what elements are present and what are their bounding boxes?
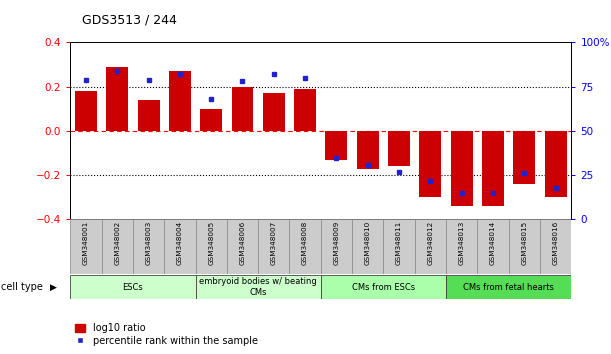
Bar (133, 219, 164, 274)
Bar (477, 219, 509, 274)
Bar (106, 67, 128, 131)
Bar (388, 131, 410, 166)
Text: GSM348015: GSM348015 (521, 221, 527, 266)
Bar (200, 109, 222, 131)
Text: ▶: ▶ (50, 282, 57, 292)
Text: GSM348001: GSM348001 (83, 221, 89, 266)
Bar (482, 131, 504, 206)
Bar (384, 219, 415, 274)
Bar (70, 219, 101, 274)
Text: GSM348013: GSM348013 (459, 221, 465, 266)
Bar (540, 219, 571, 274)
Bar (321, 219, 352, 274)
Text: CMs from fetal hearts: CMs from fetal hearts (463, 282, 554, 292)
Text: GSM348003: GSM348003 (145, 221, 152, 266)
Bar (169, 71, 191, 131)
Text: GSM348007: GSM348007 (271, 221, 277, 266)
Text: GSM348014: GSM348014 (490, 221, 496, 266)
Bar (227, 219, 258, 274)
Text: cell type: cell type (1, 282, 43, 292)
Bar (419, 131, 441, 198)
Bar (75, 91, 97, 131)
Text: embryoid bodies w/ beating
CMs: embryoid bodies w/ beating CMs (199, 278, 317, 297)
Bar (196, 275, 321, 299)
Bar (196, 219, 227, 274)
Text: GSM348008: GSM348008 (302, 221, 308, 266)
Bar (137, 100, 159, 131)
Text: GSM348016: GSM348016 (552, 221, 558, 266)
Text: GSM348005: GSM348005 (208, 221, 214, 266)
Text: CMs from ESCs: CMs from ESCs (352, 282, 415, 292)
Bar (232, 87, 254, 131)
Bar (451, 131, 473, 206)
Bar (290, 219, 321, 274)
Text: GDS3513 / 244: GDS3513 / 244 (82, 13, 177, 27)
Bar (446, 219, 477, 274)
Bar (294, 89, 316, 131)
Text: GSM348012: GSM348012 (427, 221, 433, 266)
Bar (164, 219, 196, 274)
Bar (446, 275, 571, 299)
Bar (509, 219, 540, 274)
Text: GSM348009: GSM348009 (334, 221, 340, 266)
Legend: log10 ratio, percentile rank within the sample: log10 ratio, percentile rank within the … (75, 323, 258, 346)
Text: GSM348011: GSM348011 (396, 221, 402, 266)
Bar (513, 131, 535, 184)
Bar (544, 131, 566, 198)
Text: GSM348002: GSM348002 (114, 221, 120, 266)
Text: GSM348004: GSM348004 (177, 221, 183, 266)
Text: ESCs: ESCs (123, 282, 143, 292)
Bar (352, 219, 384, 274)
Bar (70, 275, 196, 299)
Text: GSM348006: GSM348006 (240, 221, 246, 266)
Bar (263, 93, 285, 131)
Bar (101, 219, 133, 274)
Text: GSM348010: GSM348010 (365, 221, 371, 266)
Bar (415, 219, 446, 274)
Bar (321, 275, 446, 299)
Bar (326, 131, 348, 160)
Bar (357, 131, 379, 169)
Bar (258, 219, 290, 274)
